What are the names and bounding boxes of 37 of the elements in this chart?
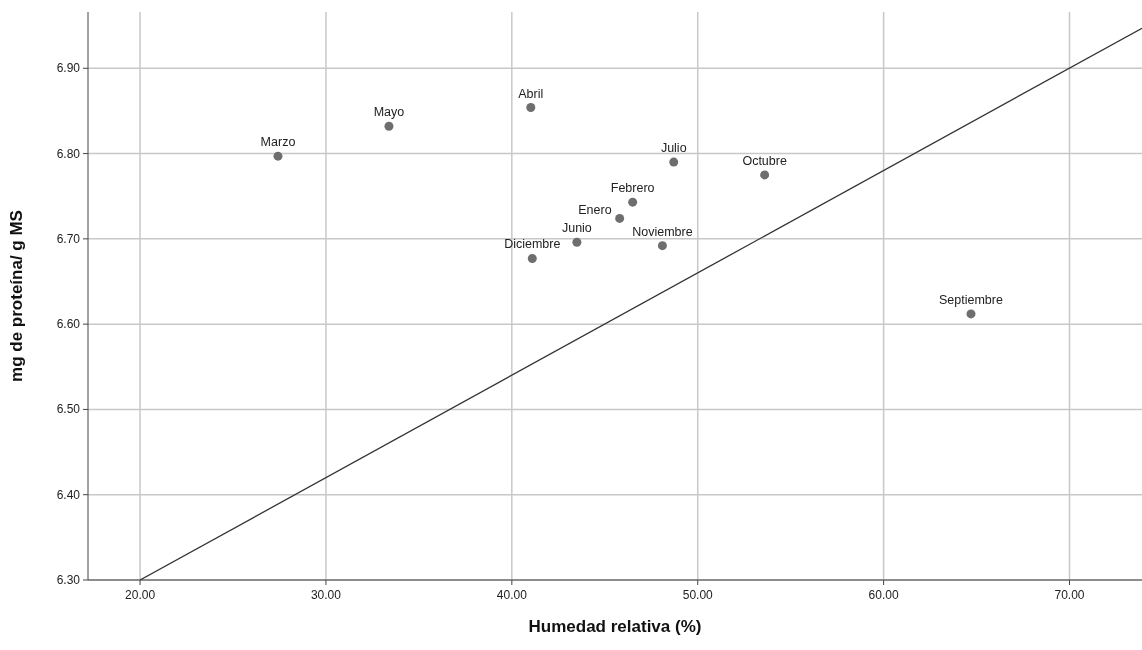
x-axis-title: Humedad relativa (%) xyxy=(528,617,702,636)
x-tick-label: 30.00 xyxy=(310,588,342,602)
x-tick-label: 60.00 xyxy=(868,588,899,602)
point xyxy=(384,121,394,131)
point xyxy=(628,197,638,207)
y-tick-label: 6.60 xyxy=(56,317,81,332)
point xyxy=(615,213,625,223)
y-axis-title: mg de proteína/ g MS xyxy=(7,210,26,382)
point xyxy=(527,253,537,263)
x-tick-label: 40.00 xyxy=(496,588,528,602)
y-tick-label: 6.80 xyxy=(56,146,81,161)
y-tick-label: 6.50 xyxy=(56,402,81,417)
annotation: Marzo xyxy=(260,135,296,150)
annotation: Julio xyxy=(660,141,687,156)
point xyxy=(669,157,679,167)
point xyxy=(572,237,582,247)
annotation: Junio xyxy=(561,221,592,236)
point xyxy=(273,151,283,161)
y-tick-label: 6.70 xyxy=(56,231,81,246)
x-tick-label: 70.00 xyxy=(1054,588,1085,602)
annotation: Septiembre xyxy=(939,292,1003,307)
point xyxy=(657,241,667,251)
annotation: Noviembre xyxy=(632,224,693,239)
point xyxy=(966,309,976,319)
x-tick-label: 20.00 xyxy=(125,588,156,602)
point xyxy=(760,170,770,180)
x-tick-label: 50.00 xyxy=(682,588,714,602)
annotation: Enero xyxy=(578,203,612,218)
y-tick-label: 6.30 xyxy=(56,573,81,587)
annotation: Diciembre xyxy=(504,237,561,252)
y-tick-label: 6.90 xyxy=(56,61,81,76)
annotation: Febrero xyxy=(610,181,655,196)
y-tick-label: 6.40 xyxy=(56,487,81,502)
annotation: Mayo xyxy=(373,105,405,120)
annotation: Abril xyxy=(518,86,544,101)
annotation: Octubre xyxy=(742,153,787,168)
point xyxy=(526,103,536,113)
